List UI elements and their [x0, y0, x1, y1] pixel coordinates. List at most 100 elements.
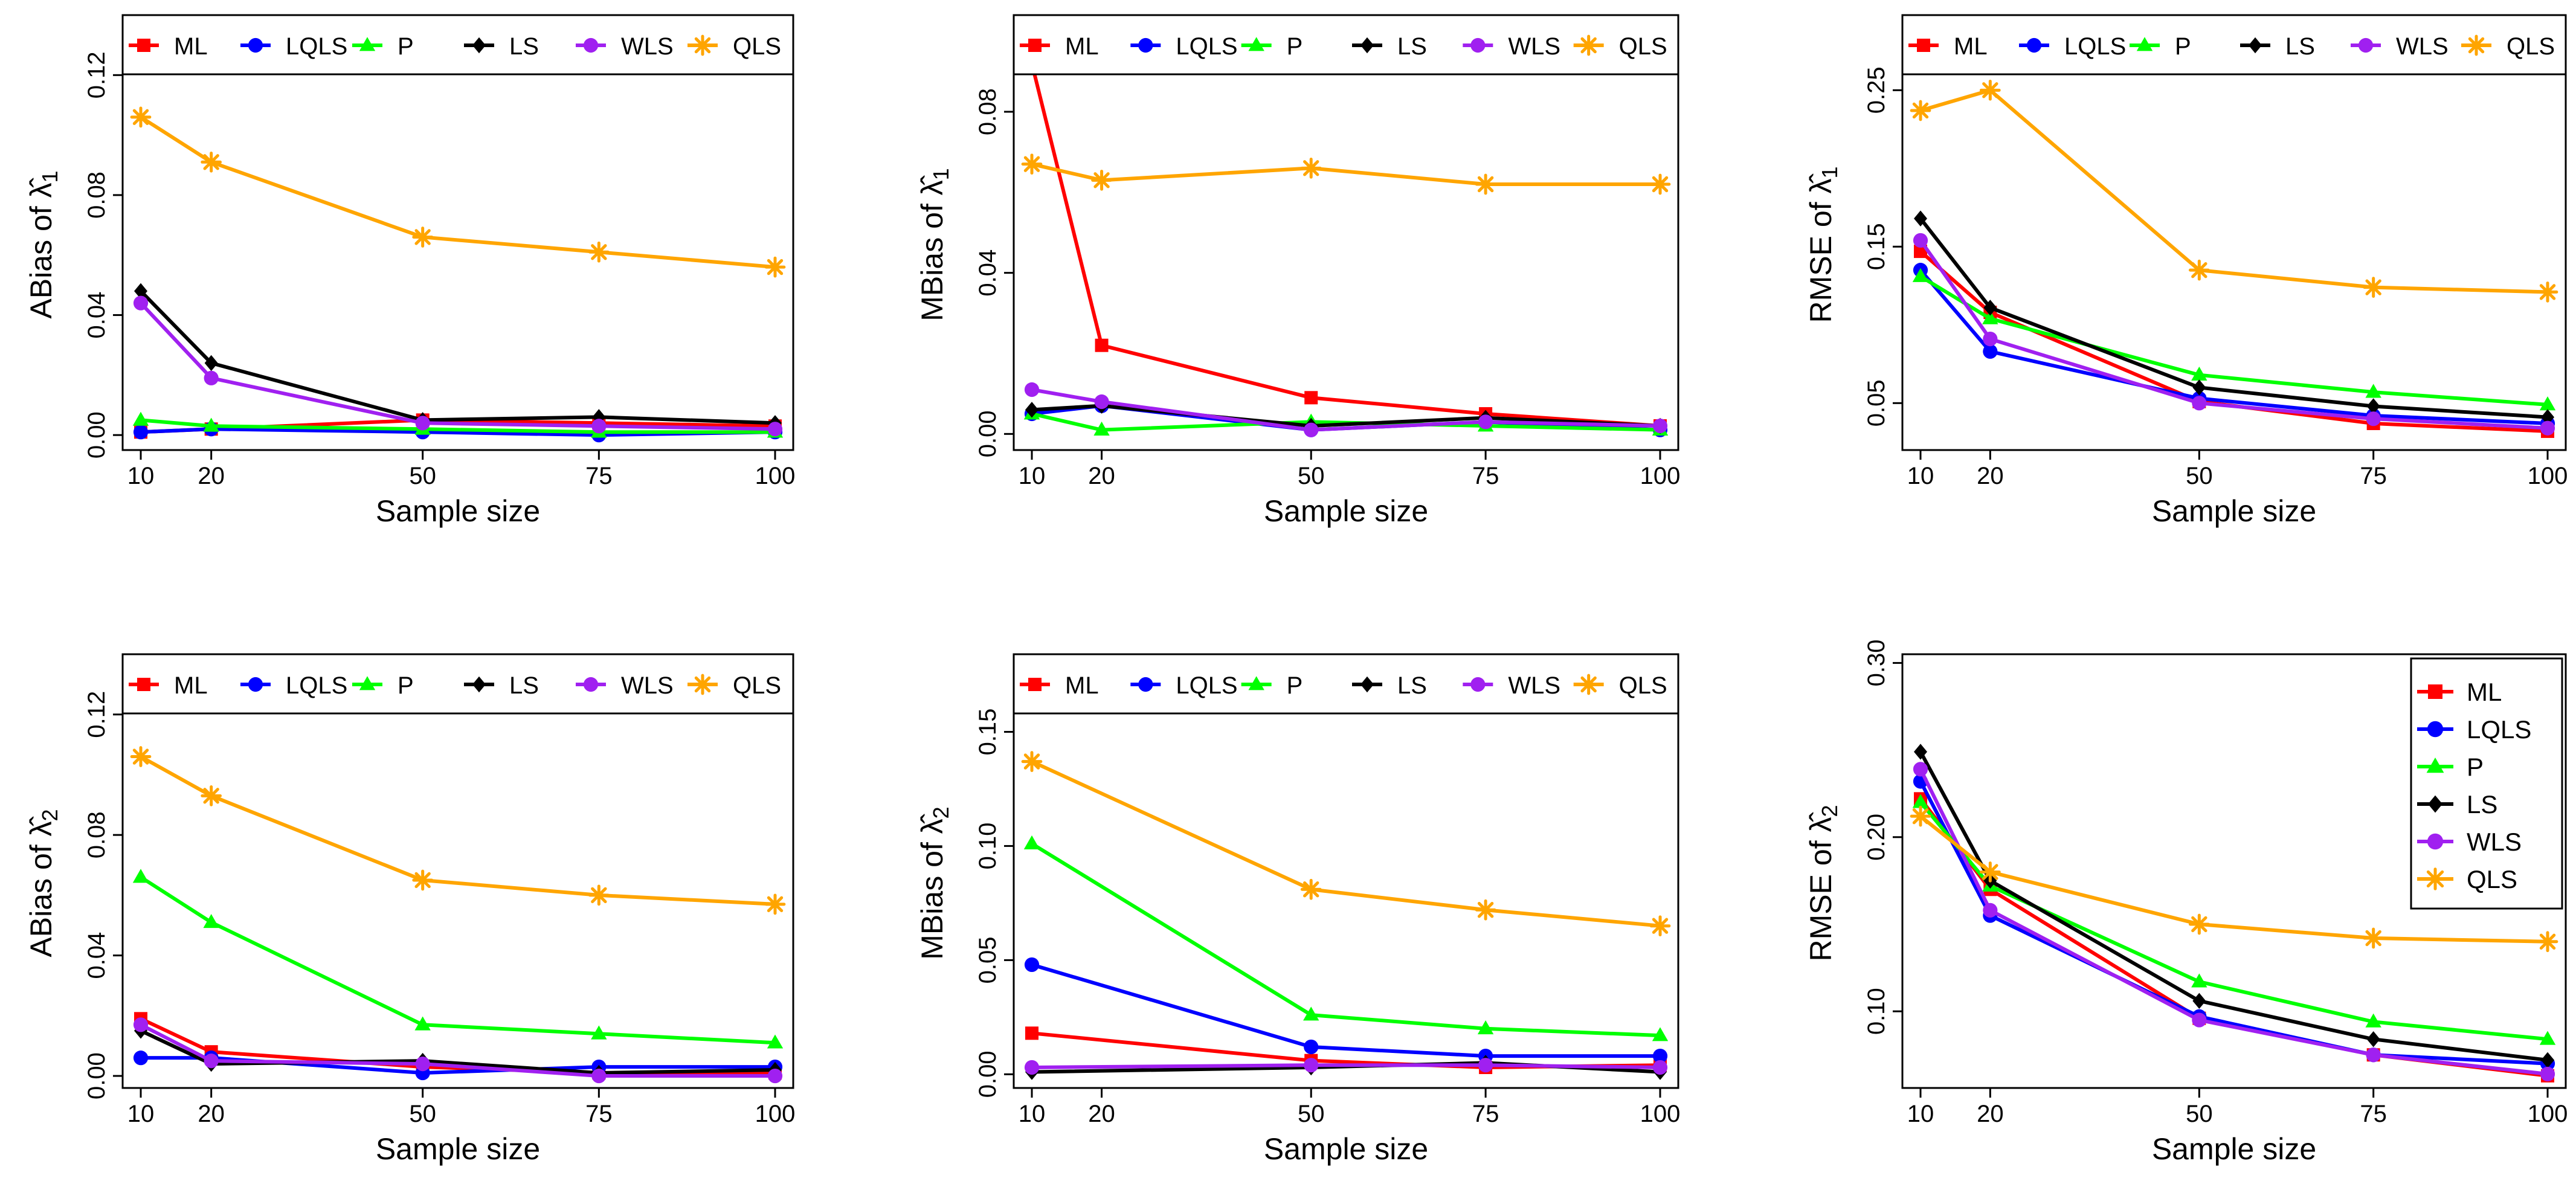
legend-marker — [1360, 676, 1374, 693]
y-tick-label: 0.00 — [974, 410, 1001, 457]
y-axis-label: ABias of λ̂1 — [24, 170, 62, 318]
legend-label: P — [2175, 33, 2191, 60]
chart-panel-rmse-l2: 10 20 50 75 100 0.10 0.20 0.30 Sample size RMSE o… — [1804, 639, 2568, 1166]
data-point — [204, 1054, 219, 1069]
legend-marker — [1028, 39, 1042, 52]
x-tick-label: 10 — [1019, 463, 1046, 489]
legend-marker — [359, 676, 376, 690]
legend-label: QLS — [2507, 33, 2555, 60]
data-point — [2192, 993, 2206, 1009]
x-tick-label: 100 — [755, 463, 796, 489]
data-point — [1025, 402, 1038, 418]
data-point — [1912, 268, 1929, 282]
series-qls — [1910, 805, 2558, 953]
data-point — [2541, 409, 2554, 425]
y-tick-label: 0.25 — [1863, 66, 1890, 114]
data-point — [1478, 414, 1493, 430]
data-point — [591, 1068, 607, 1084]
legend: ML LQLS P LS WLS QLS — [1014, 16, 1678, 76]
legend-marker — [2424, 867, 2447, 890]
series-ls — [1914, 210, 2554, 425]
legend-marker — [472, 37, 486, 54]
data-point — [201, 151, 222, 173]
data-point — [1983, 344, 1998, 359]
legend-label: P — [398, 672, 414, 699]
data-point — [1914, 744, 1927, 760]
x-tick-label: 10 — [127, 1101, 155, 1127]
x-tick-label: 100 — [2528, 1101, 2568, 1127]
legend-label: P — [398, 33, 414, 60]
data-point — [1304, 422, 1319, 437]
legend-marker — [2427, 721, 2444, 738]
x-tick-label: 50 — [409, 463, 436, 489]
data-point — [2539, 396, 2556, 411]
data-point — [591, 419, 607, 434]
y-tick-label: 0.00 — [83, 1052, 110, 1099]
legend-label: P — [2467, 753, 2484, 781]
legend-label: WLS — [621, 33, 674, 60]
data-point — [1021, 751, 1043, 772]
legend-marker — [1248, 676, 1264, 690]
data-point — [2192, 396, 2207, 411]
data-point — [1477, 1020, 1494, 1035]
x-tick-label: 100 — [2528, 463, 2568, 489]
legend-marker — [137, 39, 150, 52]
legend-label: LQLS — [2064, 33, 2126, 60]
y-tick-label: 0.04 — [83, 932, 110, 979]
legend: ML LQLS P LS WLS QLS — [1014, 655, 1678, 715]
legend-label: WLS — [1508, 672, 1560, 699]
data-point — [1093, 421, 1110, 436]
x-tick-label: 50 — [1298, 463, 1325, 489]
legend-label: LS — [2467, 790, 2497, 819]
series-line — [1031, 842, 1661, 1038]
data-point — [1303, 1006, 1319, 1021]
x-tick-label: 75 — [2360, 1101, 2387, 1127]
data-point — [1475, 899, 1496, 921]
series-qls — [130, 106, 786, 278]
y-tick-label: 0.12 — [83, 691, 110, 738]
series-wls — [1024, 382, 1668, 437]
y-axis-label: ABias of λ̂2 — [24, 809, 62, 957]
data-point — [1910, 100, 1931, 121]
legend-marker — [1470, 677, 1486, 692]
data-point — [2191, 973, 2207, 988]
data-point — [1979, 79, 2001, 101]
y-tick-label: 0.04 — [83, 292, 110, 339]
legend-marker — [1917, 39, 1930, 52]
data-point — [2366, 411, 2381, 426]
data-point — [130, 746, 152, 767]
x-tick-label: 50 — [2186, 1101, 2213, 1127]
data-point — [1652, 1027, 1669, 1041]
y-tick-label: 0.08 — [974, 88, 1001, 135]
series-line — [1031, 759, 1661, 928]
x-tick-label: 10 — [127, 463, 155, 489]
data-point — [134, 283, 147, 300]
legend-label: LQLS — [286, 33, 347, 60]
data-point — [1982, 310, 1998, 324]
data-point — [2363, 277, 2384, 298]
data-point — [1095, 338, 1109, 352]
y-axis-label: RMSE of λ̂2 — [1804, 805, 1842, 962]
data-point — [767, 1068, 783, 1084]
data-point — [764, 893, 786, 915]
x-axis-label: Sample size — [2152, 494, 2316, 528]
data-point — [412, 227, 434, 248]
legend-marker — [1360, 37, 1374, 54]
series-qls — [1910, 79, 2558, 303]
series-wls — [1024, 1058, 1668, 1075]
data-point — [1304, 1058, 1319, 1073]
data-point — [1024, 957, 1040, 973]
plot-frame — [1901, 14, 2567, 451]
legend: ML LQLS P LS WLS QLS — [123, 16, 793, 76]
legend-label: LS — [2285, 33, 2315, 60]
x-tick-label: 75 — [585, 1101, 613, 1127]
data-point — [591, 1025, 607, 1040]
x-tick-label: 50 — [2186, 463, 2213, 489]
plot-frame — [121, 14, 794, 451]
legend-marker — [2427, 833, 2444, 850]
y-axis-label: MBias of λ̂2 — [915, 806, 953, 959]
legend-marker — [1578, 674, 1600, 695]
plot-frame — [1901, 653, 2567, 1089]
